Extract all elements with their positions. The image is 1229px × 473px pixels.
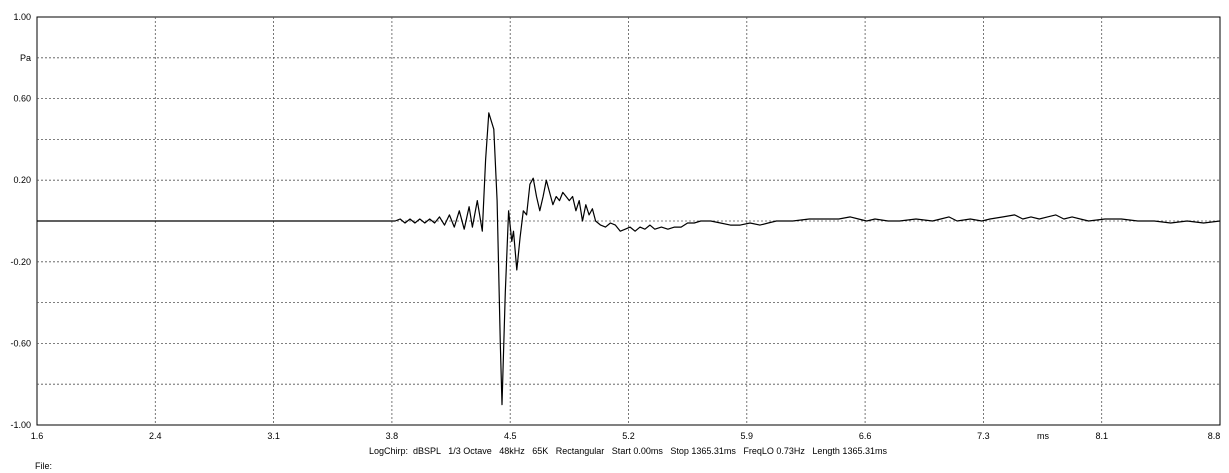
x-tick-label: 6.6	[859, 431, 872, 441]
y-tick-label: 0.60	[13, 94, 31, 104]
x-tick-label: 5.2	[622, 431, 635, 441]
impulse-response-series-line	[37, 112, 1221, 406]
x-tick-label: 3.8	[386, 431, 399, 441]
x-tick-label: 2.4	[149, 431, 162, 441]
file-label: File:	[35, 461, 52, 471]
x-tick-label: 8.1	[1095, 431, 1108, 441]
y-axis-tick-labels: 1.00 0.60 0.20 -0.20 -0.60 -1.00	[10, 12, 31, 430]
y-tick-label: -0.60	[10, 338, 31, 348]
y-tick-label: -0.20	[10, 257, 31, 267]
y-tick-label: -1.00	[10, 420, 31, 430]
x-axis-tick-labels: 1.6 2.4 3.1 3.8 4.5 5.2 5.9 6.6 7.3 8.1 8.8	[31, 431, 1221, 441]
y-axis-unit-label: Pa	[20, 53, 31, 63]
y-tick-label: 0.20	[13, 175, 31, 185]
y-tick-label: 1.00	[13, 12, 31, 22]
grid-lines	[37, 17, 1220, 425]
x-tick-label: 5.9	[741, 431, 754, 441]
x-tick-label: 8.8	[1208, 431, 1221, 441]
x-tick-label: 7.3	[977, 431, 990, 441]
x-tick-label: 4.5	[504, 431, 517, 441]
measurement-info-line: LogChirp: dBSPL 1/3 Octave 48kHz 65K Rec…	[369, 446, 887, 456]
x-tick-label: 1.6	[31, 431, 44, 441]
x-axis-unit-label: ms	[1037, 431, 1049, 441]
x-tick-label: 3.1	[267, 431, 280, 441]
